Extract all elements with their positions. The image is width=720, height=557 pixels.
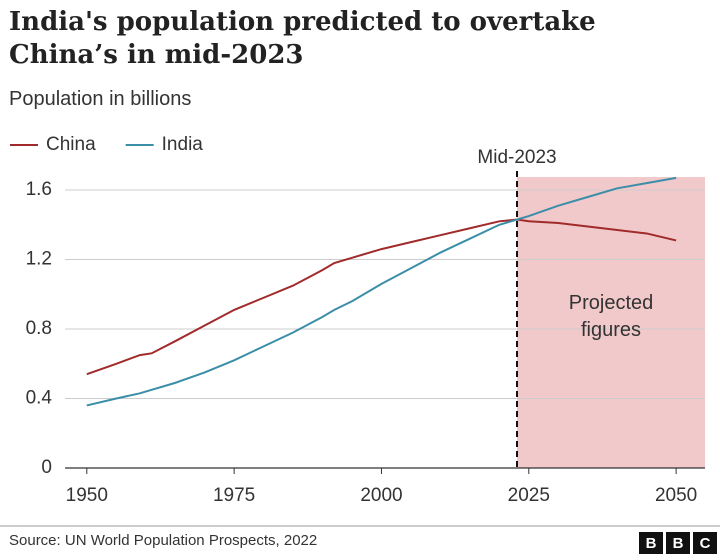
x-tick-label: 2050 — [655, 485, 697, 506]
series-line — [86, 176, 677, 407]
x-tick-label: 1950 — [66, 485, 108, 506]
y-tick-label: 1.6 — [26, 179, 52, 200]
source: Source: UN World Population Prospects, 2… — [9, 532, 318, 549]
projection-region — [517, 177, 705, 468]
y-tick-label: 1.2 — [26, 249, 52, 270]
logo-box — [639, 532, 663, 554]
y-tick-label: 0.8 — [26, 318, 52, 339]
projection-label: Mid-2023 — [477, 147, 556, 168]
logo-letter: C — [700, 535, 711, 552]
legend-label: India — [162, 134, 204, 155]
y-tick-label: 0.4 — [26, 388, 53, 409]
logo-box — [666, 532, 690, 554]
chart-title: India's population predicted to overtake… — [9, 7, 596, 70]
logo-letter: B — [673, 535, 684, 552]
y-tick-label: 0 — [41, 457, 52, 478]
x-tick-label: 1975 — [213, 485, 255, 506]
projection-annotation: Projected figures — [568, 292, 654, 341]
series-line — [86, 218, 677, 376]
x-tick-label: 2000 — [360, 485, 402, 506]
chart-subtitle: Population in billions — [9, 88, 192, 110]
logo-box — [693, 532, 717, 554]
logo-letter: B — [646, 535, 657, 552]
x-tick-label: 2025 — [508, 485, 550, 506]
legend-label: China — [46, 134, 96, 155]
